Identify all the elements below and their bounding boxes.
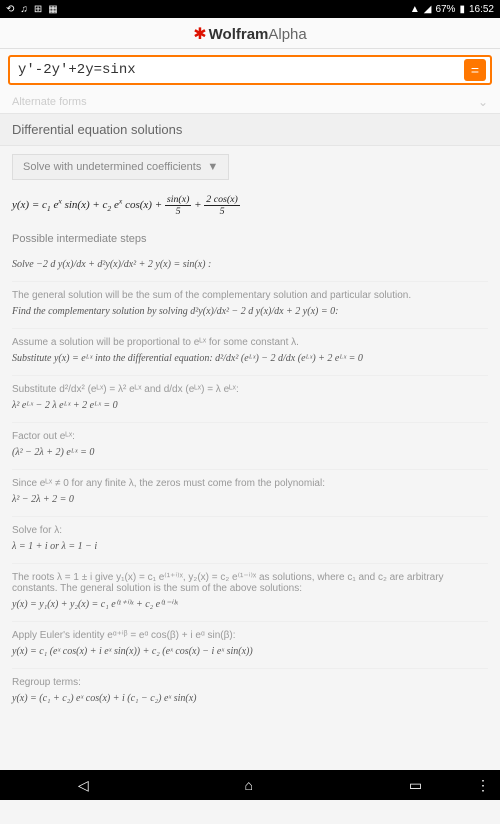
- solution-step: Regroup terms: y(x) = (c₁ + c₂) eˣ cos(x)…: [12, 668, 488, 715]
- wifi-icon: ▲: [410, 4, 420, 15]
- menu-button[interactable]: ⋮: [476, 777, 490, 794]
- android-nav-bar: ◁ ⌂ ▭ ⋮: [0, 770, 500, 800]
- back-button[interactable]: ◁: [78, 777, 89, 794]
- step-description: Regroup terms:: [12, 677, 488, 688]
- clock: 16:52: [469, 4, 494, 15]
- sync-icon: ⟲: [6, 4, 14, 15]
- step-equation: λ = 1 + i or λ = 1 − i: [12, 539, 488, 555]
- step-description: Factor out eᴸˣ:: [12, 431, 488, 442]
- query-input[interactable]: [18, 62, 464, 78]
- solution-step: Solve for λ: λ = 1 + i or λ = 1 − i: [12, 516, 488, 563]
- method-dropdown[interactable]: Solve with undetermined coefficients ▼: [12, 154, 229, 180]
- step-equation: λ² − 2λ + 2 = 0: [12, 492, 488, 508]
- solution-content[interactable]: y(x) = c1 ex sin(x) + c2 ex cos(x) + sin…: [0, 184, 500, 824]
- equals-icon: =: [471, 62, 479, 78]
- step-description: Solve for λ:: [12, 525, 488, 536]
- step-description: The roots λ = 1 ± i give y₁(x) = c₁ e⁽¹⁺…: [12, 572, 488, 594]
- solution-step: Substitute d²/dx² (eᴸˣ) = λ² eᴸˣ and d/d…: [12, 375, 488, 422]
- status-icons-right: ▲ ◢ 67% ▮ 16:52: [410, 4, 494, 15]
- dropdown-label: Solve with undetermined coefficients: [23, 161, 201, 173]
- solution-step: Solve −2 d y(x)/dx + d²y(x)/dx² + 2 y(x)…: [12, 249, 488, 281]
- step-description: The general solution will be the sum of …: [12, 290, 488, 301]
- steps-list: Solve −2 d y(x)/dx + d²y(x)/dx² + 2 y(x)…: [12, 249, 488, 715]
- search-box[interactable]: =: [8, 55, 492, 85]
- solution-step: The roots λ = 1 ± i give y₁(x) = c₁ e⁽¹⁺…: [12, 563, 488, 621]
- intermediate-steps-label: Possible intermediate steps: [12, 225, 488, 249]
- step-equation: Substitute y(x) = eᴸˣ into the different…: [12, 351, 488, 367]
- solution-step: The general solution will be the sum of …: [12, 281, 488, 328]
- step-equation: λ² eᴸˣ − 2 λ eᴸˣ + 2 eᴸˣ = 0: [12, 398, 488, 414]
- signal-icon: ◢: [424, 4, 432, 15]
- app-header: ✱ Wolfram Alpha: [0, 18, 500, 49]
- step-description: Since eᴸˣ ≠ 0 for any finite λ, the zero…: [12, 478, 488, 489]
- music-icon: ♫: [20, 4, 28, 15]
- step-equation: Find the complementary solution by solvi…: [12, 304, 488, 320]
- dropdown-caret-icon: ▼: [207, 161, 218, 173]
- home-button[interactable]: ⌂: [245, 777, 253, 793]
- chevron-down-icon: ⌄: [478, 95, 488, 109]
- battery-pct: 67%: [435, 4, 455, 15]
- step-equation: y(x) = y₁(x) + y₂(x) = c₁ e⁽¹⁺ⁱ⁾ˣ + c₂ e…: [12, 597, 488, 613]
- step-equation: y(x) = c₁ (eˣ cos(x) + i eˣ sin(x)) + c₂…: [12, 644, 488, 660]
- search-container: =: [0, 49, 500, 91]
- wolfram-burst-icon: ✱: [193, 24, 206, 44]
- solution-step: Assume a solution will be proportional t…: [12, 328, 488, 375]
- logo-wolfram: Wolfram: [209, 26, 269, 43]
- battery-icon: ▮: [459, 4, 465, 15]
- submit-button[interactable]: =: [464, 59, 486, 81]
- solution-step: Since eᴸˣ ≠ 0 for any finite λ, the zero…: [12, 469, 488, 516]
- step-description: Substitute d²/dx² (eᴸˣ) = λ² eᴸˣ and d/d…: [12, 384, 488, 395]
- main-solution-equation: y(x) = c1 ex sin(x) + c2 ex cos(x) + sin…: [12, 184, 488, 225]
- alternate-forms-row[interactable]: Alternate forms ⌄: [0, 91, 500, 113]
- alternate-forms-label: Alternate forms: [12, 96, 87, 108]
- section-header: Differential equation solutions: [0, 113, 500, 146]
- step-equation: Solve −2 d y(x)/dx + d²y(x)/dx² + 2 y(x)…: [12, 257, 488, 273]
- recent-button[interactable]: ▭: [409, 777, 422, 794]
- app-icon: ⊞: [34, 4, 42, 15]
- step-equation: (λ² − 2λ + 2) eᴸˣ = 0: [12, 445, 488, 461]
- step-description: Apply Euler's identity eᵅ⁺ⁱᵝ = eᵅ cos(β)…: [12, 630, 488, 641]
- status-icons-left: ⟲ ♫ ⊞ ▦: [6, 4, 58, 15]
- solution-step: Factor out eᴸˣ: (λ² − 2λ + 2) eᴸˣ = 0: [12, 422, 488, 469]
- solution-step: Apply Euler's identity eᵅ⁺ⁱᵝ = eᵅ cos(β)…: [12, 621, 488, 668]
- step-description: Assume a solution will be proportional t…: [12, 337, 488, 348]
- android-status-bar: ⟲ ♫ ⊞ ▦ ▲ ◢ 67% ▮ 16:52: [0, 0, 500, 18]
- keyboard-icon: ▦: [48, 4, 57, 15]
- logo-alpha: Alpha: [268, 26, 306, 43]
- wolfram-logo: ✱ Wolfram Alpha: [193, 24, 307, 44]
- step-equation: y(x) = (c₁ + c₂) eˣ cos(x) + i (c₁ − c₂)…: [12, 691, 488, 707]
